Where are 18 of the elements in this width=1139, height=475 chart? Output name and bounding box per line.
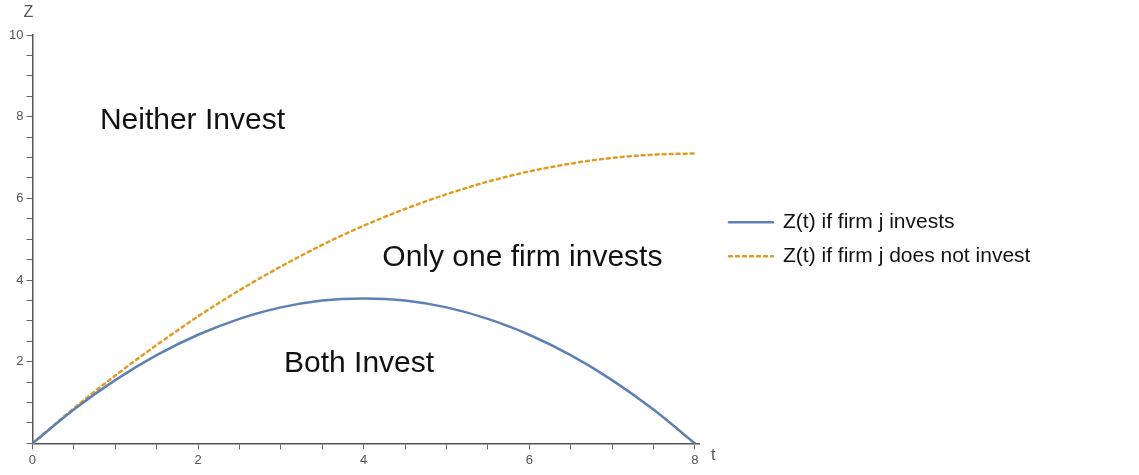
line-series: [32, 297, 697, 444]
legend-label: Z(t) if firm j invests: [783, 209, 955, 232]
y-axis-title: Z: [23, 3, 34, 21]
y-tick-label: 6: [16, 189, 24, 205]
annotation: Both Invest: [284, 345, 435, 379]
legend-label: Z(t) if firm j does not invest: [783, 243, 1031, 266]
y-tick-label: 4: [16, 271, 24, 287]
x-tick-label: 8: [691, 451, 699, 467]
x-tick-label: 4: [360, 451, 368, 467]
x-axis-title: t: [711, 445, 716, 463]
annotation: Neither Invest: [99, 102, 286, 136]
x-tick-label: 6: [525, 451, 533, 467]
y-tick-label: 2: [16, 353, 24, 369]
x-tick-label: 2: [194, 451, 202, 467]
annotation: Only one firm invests: [382, 239, 663, 273]
x-tick-label: 0: [28, 451, 37, 467]
y-tick-label: 10: [8, 26, 24, 42]
y-tick-label: 8: [16, 108, 24, 124]
